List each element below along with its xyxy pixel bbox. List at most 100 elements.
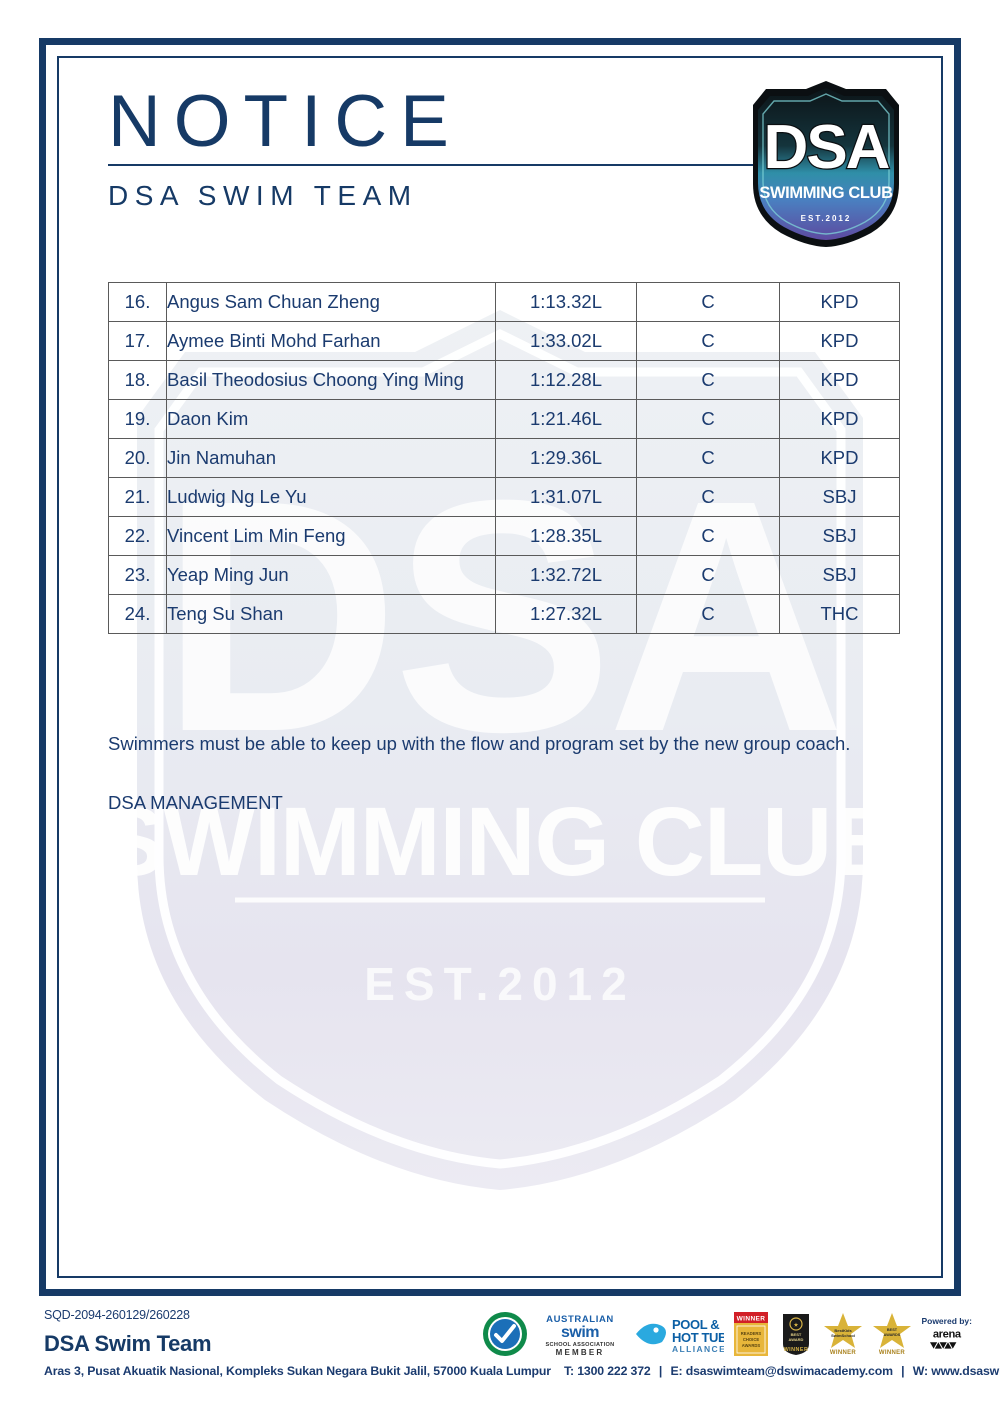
notice-signoff: DSA MANAGEMENT [108,792,283,813]
svg-text:AWARDS: AWARDS [884,1333,901,1337]
svg-text:AWARD: AWARD [789,1337,804,1342]
table-row: 24. Teng Su Shan 1:27.32L C THC [108,594,900,634]
svg-text:BEST: BEST [887,1328,898,1332]
row-group: C [636,438,780,478]
footer-separator-1: | [658,1364,663,1378]
svg-text:BestKids: BestKids [835,1328,853,1333]
winner-award-badge-star-1-icon: BestKids SwimSchool WINNER [823,1311,863,1357]
row-number: 18. [108,360,167,400]
row-venue: SBJ [779,477,900,517]
table-row: 16. Angus Sam Chuan Zheng 1:13.32L C KPD [108,282,900,322]
table-row: 19. Daon Kim 1:21.46L C KPD [108,399,900,439]
footer-org-name: DSA Swim Team [44,1331,212,1356]
row-venue: KPD [779,399,900,439]
row-name: Basil Theodosius Choong Ying Ming [166,360,496,400]
row-group: C [636,516,780,556]
row-time: 1:21.46L [495,399,637,439]
swim-australia-registered-seal-icon [482,1311,528,1357]
winner-award-badge-black-icon: ★ BEST AWARD WINNER [778,1311,814,1357]
row-venue: THC [779,594,900,634]
svg-text:★: ★ [794,1323,799,1329]
row-number: 17. [108,321,167,361]
svg-text:WINNER: WINNER [737,1316,766,1323]
row-time: 1:27.32L [495,594,637,634]
svg-text:CHOICE: CHOICE [743,1337,759,1342]
svg-text:HOT TUB: HOT TUB [672,1330,724,1345]
footer-contact-line: Aras 3, Pusat Akuatik Nasional, Kompleks… [44,1364,1000,1378]
row-name: Angus Sam Chuan Zheng [166,282,496,322]
row-venue: SBJ [779,555,900,595]
row-group: C [636,477,780,517]
footer-separator-2: | [901,1364,905,1378]
row-name: Vincent Lim Min Feng [166,516,496,556]
title-divider [108,163,894,166]
swimmer-roster-table: 16. Angus Sam Chuan Zheng 1:13.32L C KPD… [108,282,900,634]
svg-text:swim: swim [561,1324,599,1341]
winner-award-badge-star-2-icon: BEST AWARDS WINNER [872,1311,912,1357]
row-number: 22. [108,516,167,556]
document-header: NOTICE DSA SWIM TEAM [108,81,894,212]
pool-hot-tub-alliance-badge-icon: POOL & HOT TUB ALLIANCE [632,1311,724,1357]
svg-text:MEMBER: MEMBER [556,1348,605,1357]
svg-text:ALLIANCE: ALLIANCE [672,1344,724,1354]
footer-email[interactable]: E: dsaswimteam@dswimacademy.com [670,1364,893,1378]
winner-award-badge-red-icon: WINNER READERS CHOICE AWARDS [733,1311,769,1357]
row-name: Daon Kim [166,399,496,439]
row-name: Ludwig Ng Le Yu [166,477,496,517]
svg-text:SWIMMING CLUB: SWIMMING CLUB [759,184,893,202]
row-group: C [636,594,780,634]
powered-by-arena-logo: Powered by: arena [921,1309,972,1359]
row-time: 1:28.35L [495,516,637,556]
row-group: C [636,282,780,322]
row-venue: KPD [779,438,900,478]
table-body: 16. Angus Sam Chuan Zheng 1:13.32L C KPD… [108,282,900,634]
row-venue: KPD [779,360,900,400]
page-border-inner [57,56,943,1278]
footer-accreditation-badges: AUSTRALIAN swim SCHOOL ASSOCIATION MEMBE… [482,1306,972,1362]
page-footer: SQD-2094-260129/260228 DSA Swim Team Ara… [0,1300,1000,1416]
row-group: C [636,360,780,400]
page-subtitle: DSA SWIM TEAM [108,179,418,211]
footer-website[interactable]: W: www.dsaswimteam.com [912,1364,1000,1378]
svg-text:AWARDS: AWARDS [742,1343,761,1348]
row-time: 1:12.28L [495,360,637,400]
svg-text:WINNER: WINNER [830,1350,856,1356]
svg-text:POOL &: POOL & [672,1317,719,1332]
svg-text:WINNER: WINNER [879,1350,905,1356]
row-venue: KPD [779,321,900,361]
row-name: Jin Namuhan [166,438,496,478]
svg-text:arena: arena [933,1329,962,1341]
row-time: 1:33.02L [495,321,637,361]
row-time: 1:29.36L [495,438,637,478]
powered-by-label: Powered by: [921,1315,972,1326]
svg-text:WINNER: WINNER [784,1347,809,1353]
footer-address: Aras 3, Pusat Akuatik Nasional, Kompleks… [44,1364,551,1378]
notice-body-text: Swimmers must be able to keep up with th… [108,733,851,754]
table-row: 22. Vincent Lim Min Feng 1:28.35L C SBJ [108,516,900,556]
row-time: 1:13.32L [495,282,637,322]
svg-text:SCHOOL ASSOCIATION: SCHOOL ASSOCIATION [546,1342,615,1348]
table-row: 20. Jin Namuhan 1:29.36L C KPD [108,438,900,478]
row-group: C [636,321,780,361]
australian-swim-school-member-badge-icon: AUSTRALIAN swim SCHOOL ASSOCIATION MEMBE… [537,1311,623,1357]
row-number: 20. [108,438,167,478]
svg-text:BEST: BEST [791,1332,802,1337]
row-number: 23. [108,555,167,595]
row-venue: SBJ [779,516,900,556]
row-name: Yeap Ming Jun [166,555,496,595]
row-time: 1:31.07L [495,477,637,517]
row-number: 16. [108,282,167,322]
dsa-swimming-club-logo: DSA SWIMMING CLUB EST.2012 [747,78,905,250]
row-number: 21. [108,477,167,517]
table-row: 21. Ludwig Ng Le Yu 1:31.07L C SBJ [108,477,900,517]
document-reference: SQD-2094-260129/260228 [44,1308,190,1322]
row-name: Aymee Binti Mohd Farhan [166,321,496,361]
row-name: Teng Su Shan [166,594,496,634]
page-content: NOTICE DSA SWIM TEAM DSA [108,78,905,813]
page-title: NOTICE [108,81,462,162]
table-row: 18. Basil Theodosius Choong Ying Ming 1:… [108,360,900,400]
row-group: C [636,399,780,439]
svg-text:SwimSchool: SwimSchool [832,1333,856,1338]
svg-text:DSA: DSA [764,113,890,182]
footer-phone: T: 1300 222 372 [563,1364,651,1378]
